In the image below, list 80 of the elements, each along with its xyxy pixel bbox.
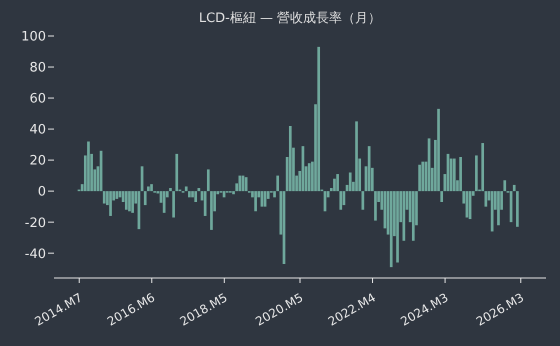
bar: [194, 191, 198, 202]
y-tick-label: 100: [21, 30, 46, 45]
y-tick-label: 60: [29, 92, 46, 107]
bar: [355, 121, 358, 192]
bar: [264, 191, 266, 207]
y-tick-label: 80: [29, 60, 46, 76]
bar: [210, 191, 213, 230]
bar: [468, 191, 472, 220]
bar: [481, 143, 484, 192]
bar: [418, 164, 421, 192]
bar: [336, 174, 339, 192]
bar: [238, 176, 242, 192]
bar: [282, 191, 286, 264]
chart-title: LCD-樞紐 — 營收成長率（月）: [198, 10, 382, 26]
y-tick-label: 40: [29, 122, 46, 138]
bar: [109, 191, 112, 216]
bar: [302, 146, 304, 192]
bar: [362, 191, 364, 210]
y-tick-label: -40: [24, 246, 46, 262]
bar: [175, 154, 178, 192]
bar: [497, 191, 500, 226]
bar: [437, 108, 440, 192]
bar: [198, 188, 200, 192]
bar: [131, 191, 134, 213]
bar: [348, 172, 352, 192]
bar: [204, 191, 206, 216]
bar: [244, 177, 248, 192]
bar: [490, 191, 494, 232]
bar: [516, 191, 519, 227]
bar: [368, 146, 370, 192]
bar: [390, 191, 393, 268]
bar: [440, 191, 444, 202]
bar: [512, 184, 516, 192]
y-tick-label: 0: [38, 184, 46, 200]
bar: [232, 191, 235, 194]
bar: [452, 158, 456, 192]
bar: [184, 186, 188, 192]
bar: [308, 163, 311, 192]
bar: [102, 191, 106, 204]
bar: [206, 169, 210, 192]
bar: [446, 154, 450, 192]
bar: [100, 150, 102, 192]
bar: [402, 191, 406, 241]
bar: [140, 166, 144, 192]
bar: [396, 191, 399, 262]
bar: [172, 191, 175, 218]
bar: [273, 191, 276, 198]
bar: [124, 191, 128, 210]
bar: [150, 184, 153, 192]
bar: [87, 141, 90, 192]
bar: [128, 191, 131, 212]
bar: [242, 176, 244, 192]
bar: [466, 191, 468, 218]
bar: [162, 191, 166, 213]
bar: [276, 176, 280, 192]
bar: [116, 191, 118, 199]
bar: [484, 191, 488, 207]
bar: [254, 191, 257, 212]
bar: [138, 191, 140, 230]
bar: [147, 186, 150, 192]
bar: [459, 157, 462, 192]
bar: [188, 191, 191, 198]
bar: [317, 46, 320, 192]
bar: [324, 191, 326, 212]
bar: [503, 180, 506, 192]
bar: [412, 191, 415, 241]
bar: [374, 191, 377, 221]
bar: [144, 191, 147, 206]
bar: [475, 155, 478, 192]
y-tick-label: 20: [29, 154, 46, 169]
bar: [288, 126, 292, 192]
bar: [260, 191, 264, 207]
bar: [428, 138, 430, 192]
bar: [339, 191, 342, 210]
bar: [342, 191, 346, 206]
bar: [169, 188, 172, 192]
bar: [222, 191, 226, 198]
y-tick-label: -20: [24, 216, 46, 231]
bar: [510, 191, 512, 222]
bar: [421, 162, 424, 192]
